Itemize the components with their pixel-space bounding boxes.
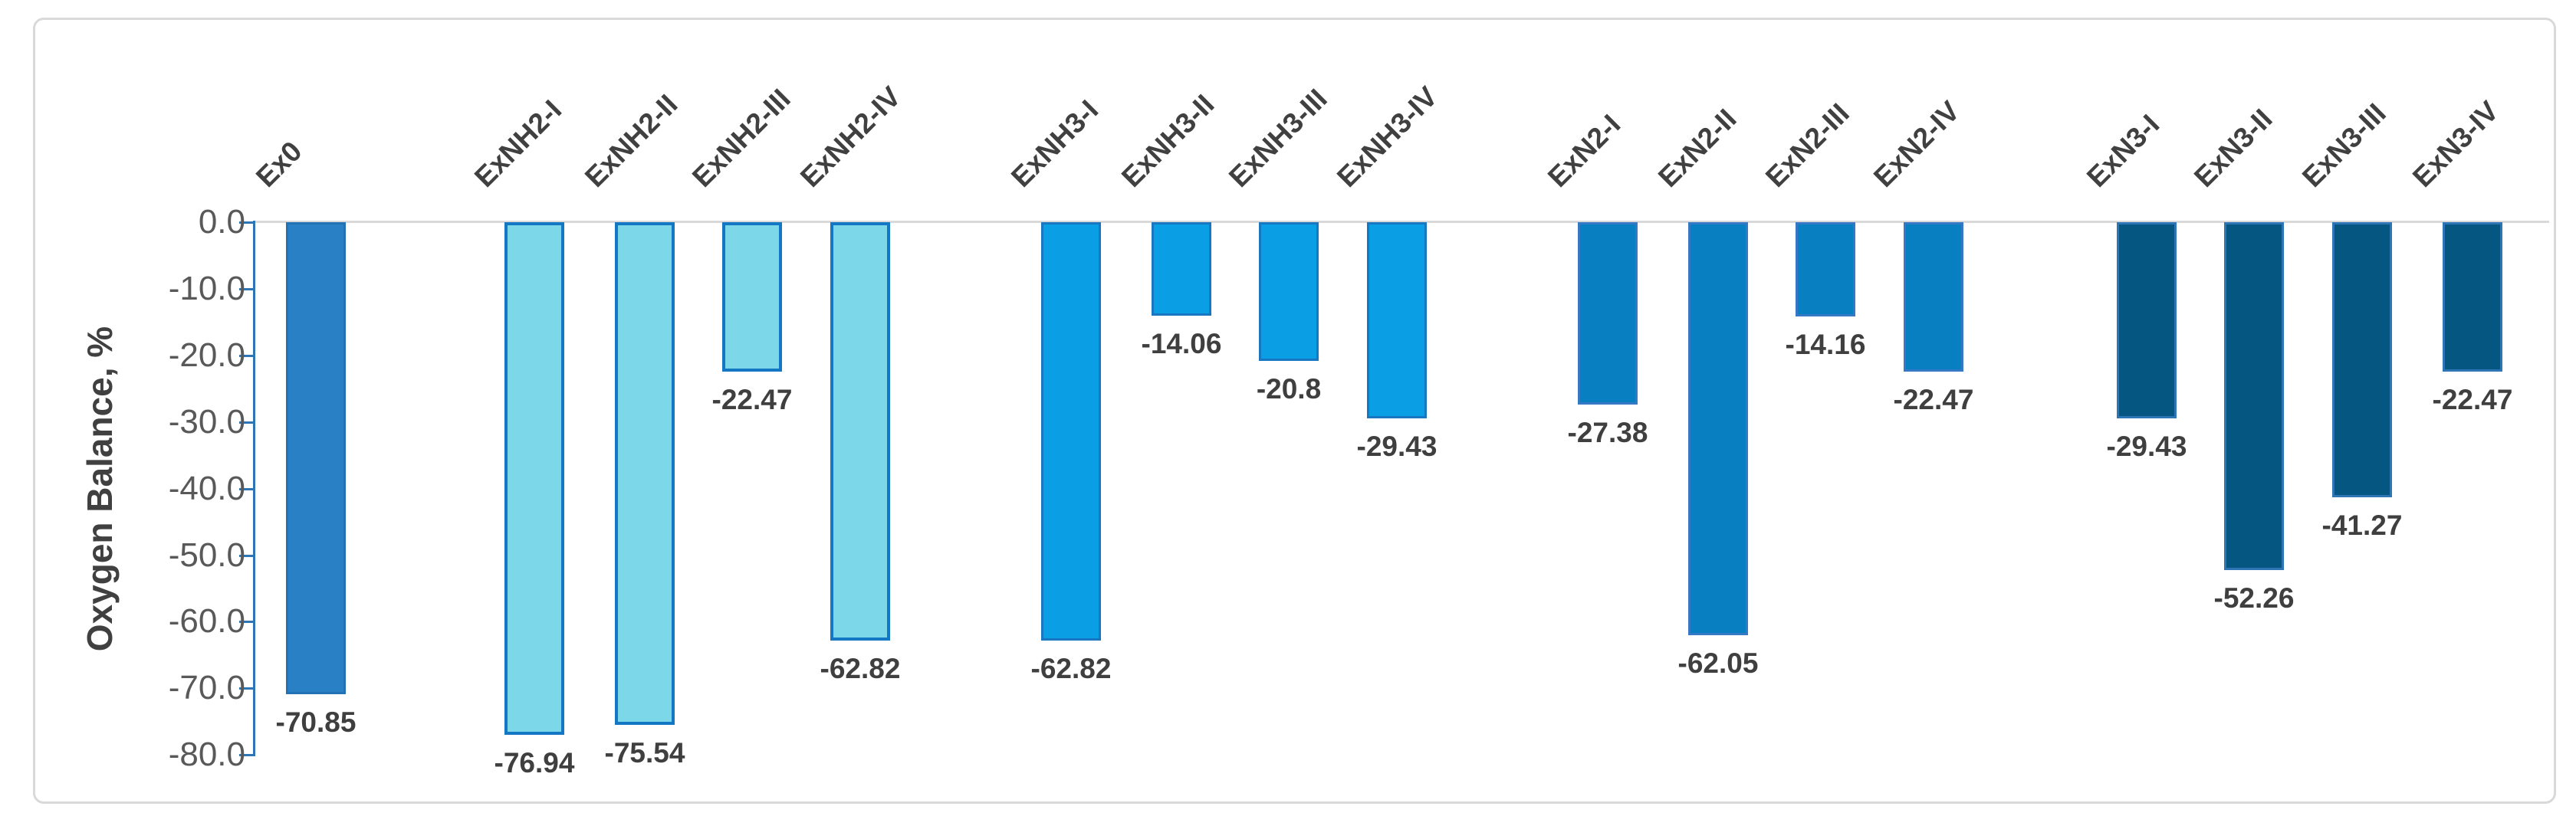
- y-tick-label: -20.0: [168, 336, 245, 374]
- bar-ExN3-II: [2224, 222, 2284, 571]
- category-label-ExNH3-I: ExNH3-I: [1005, 93, 1105, 194]
- zero-gridline: [253, 221, 2549, 223]
- y-tick-mark: [239, 554, 253, 557]
- value-label-ExN2-I: -27.38: [1567, 416, 1648, 448]
- category-label-ExNH3-III: ExNH3-III: [1223, 83, 1333, 193]
- y-tick-mark: [239, 754, 253, 757]
- category-label-ExN2-II: ExN2-II: [1652, 103, 1743, 193]
- value-label-ExN2-III: -14.16: [1785, 329, 1866, 361]
- category-label-ExN2-IV: ExN2-IV: [1868, 95, 1966, 193]
- category-label-ExN3-IV: ExN3-IV: [2407, 95, 2505, 193]
- category-label-ExNH3-IV: ExNH3-IV: [1331, 80, 1444, 194]
- category-label-ExN3-III: ExN3-III: [2296, 97, 2392, 193]
- bar-ExNH2-IV: [830, 222, 890, 641]
- bar-ExN2-I: [1578, 222, 1638, 405]
- y-tick-mark: [239, 621, 253, 624]
- category-label-ExNH2-I: ExNH2-I: [468, 93, 568, 194]
- value-label-Ex0: -70.85: [275, 706, 356, 738]
- value-label-ExNH3-I: -62.82: [1030, 652, 1112, 684]
- bar-ExNH3-I: [1041, 222, 1101, 641]
- y-tick-label: -10.0: [168, 269, 245, 307]
- bar-ExNH2-I: [504, 222, 564, 735]
- category-label-ExN3-I: ExN3-I: [2081, 108, 2166, 193]
- value-label-ExN3-II: -52.26: [2213, 582, 2295, 615]
- y-tick-label: -50.0: [168, 536, 245, 574]
- y-tick-label: -70.0: [168, 669, 245, 707]
- value-label-ExN3-IV: -22.47: [2432, 384, 2513, 416]
- category-label-ExNH2-II: ExNH2-II: [579, 88, 684, 193]
- value-label-ExNH2-IV: -62.82: [820, 652, 901, 684]
- value-label-ExN2-IV: -22.47: [1893, 384, 1974, 416]
- category-label-ExN2-III: ExN2-III: [1760, 97, 1855, 193]
- value-label-ExNH2-I: -76.94: [494, 746, 575, 778]
- value-label-ExNH3-IV: -29.43: [1356, 430, 1438, 462]
- y-tick-label: -80.0: [168, 736, 245, 774]
- y-tick-mark: [239, 687, 253, 690]
- bar-ExNH3-III: [1259, 222, 1319, 361]
- value-label-ExNH2-II: -75.54: [604, 737, 685, 769]
- y-tick-mark: [239, 421, 253, 424]
- category-label-Ex0: Ex0: [250, 135, 308, 193]
- bar-ExN3-III: [2332, 222, 2392, 497]
- bar-ExN3-IV: [2443, 222, 2502, 372]
- value-label-ExN3-I: -29.43: [2106, 430, 2187, 462]
- category-label-ExNH2-III: ExNH2-III: [686, 83, 797, 193]
- y-tick-mark: [239, 221, 253, 224]
- category-label-ExNH2-IV: ExNH2-IV: [794, 80, 907, 194]
- value-label-ExNH2-III: -22.47: [711, 384, 793, 416]
- category-label-ExN2-I: ExN2-I: [1542, 108, 1627, 193]
- bar-ExNH2-II: [615, 222, 675, 726]
- bar-Ex0: [286, 222, 346, 694]
- bar-ExNH3-II: [1152, 222, 1211, 316]
- category-label-ExN3-II: ExN3-II: [2188, 103, 2279, 193]
- y-tick-label: -40.0: [168, 469, 245, 507]
- value-label-ExN2-II: -62.05: [1677, 647, 1759, 680]
- y-tick-mark: [239, 354, 253, 357]
- y-tick-mark: [239, 287, 253, 290]
- y-axis-line: [253, 221, 255, 757]
- value-label-ExNH3-II: -14.06: [1141, 328, 1222, 360]
- y-tick-label: -60.0: [168, 602, 245, 641]
- bar-ExN2-III: [1796, 222, 1855, 317]
- bar-ExN3-I: [2117, 222, 2177, 418]
- bar-ExN2-IV: [1904, 222, 1963, 372]
- bar-ExNH3-IV: [1367, 222, 1427, 418]
- bar-ExNH2-III: [722, 222, 782, 372]
- bar-ExN2-II: [1688, 222, 1748, 636]
- y-tick-label: 0.0: [198, 203, 245, 241]
- y-tick-mark: [239, 487, 253, 490]
- value-label-ExNH3-III: -20.8: [1256, 372, 1322, 405]
- category-label-ExNH3-II: ExNH3-II: [1116, 88, 1221, 193]
- y-tick-label: -30.0: [168, 402, 245, 441]
- value-label-ExN3-III: -41.27: [2321, 509, 2403, 541]
- chart-frame: Oxygen Balance, % 0.0 -10.0 -20.0 -30.0 -40.…: [33, 18, 2556, 804]
